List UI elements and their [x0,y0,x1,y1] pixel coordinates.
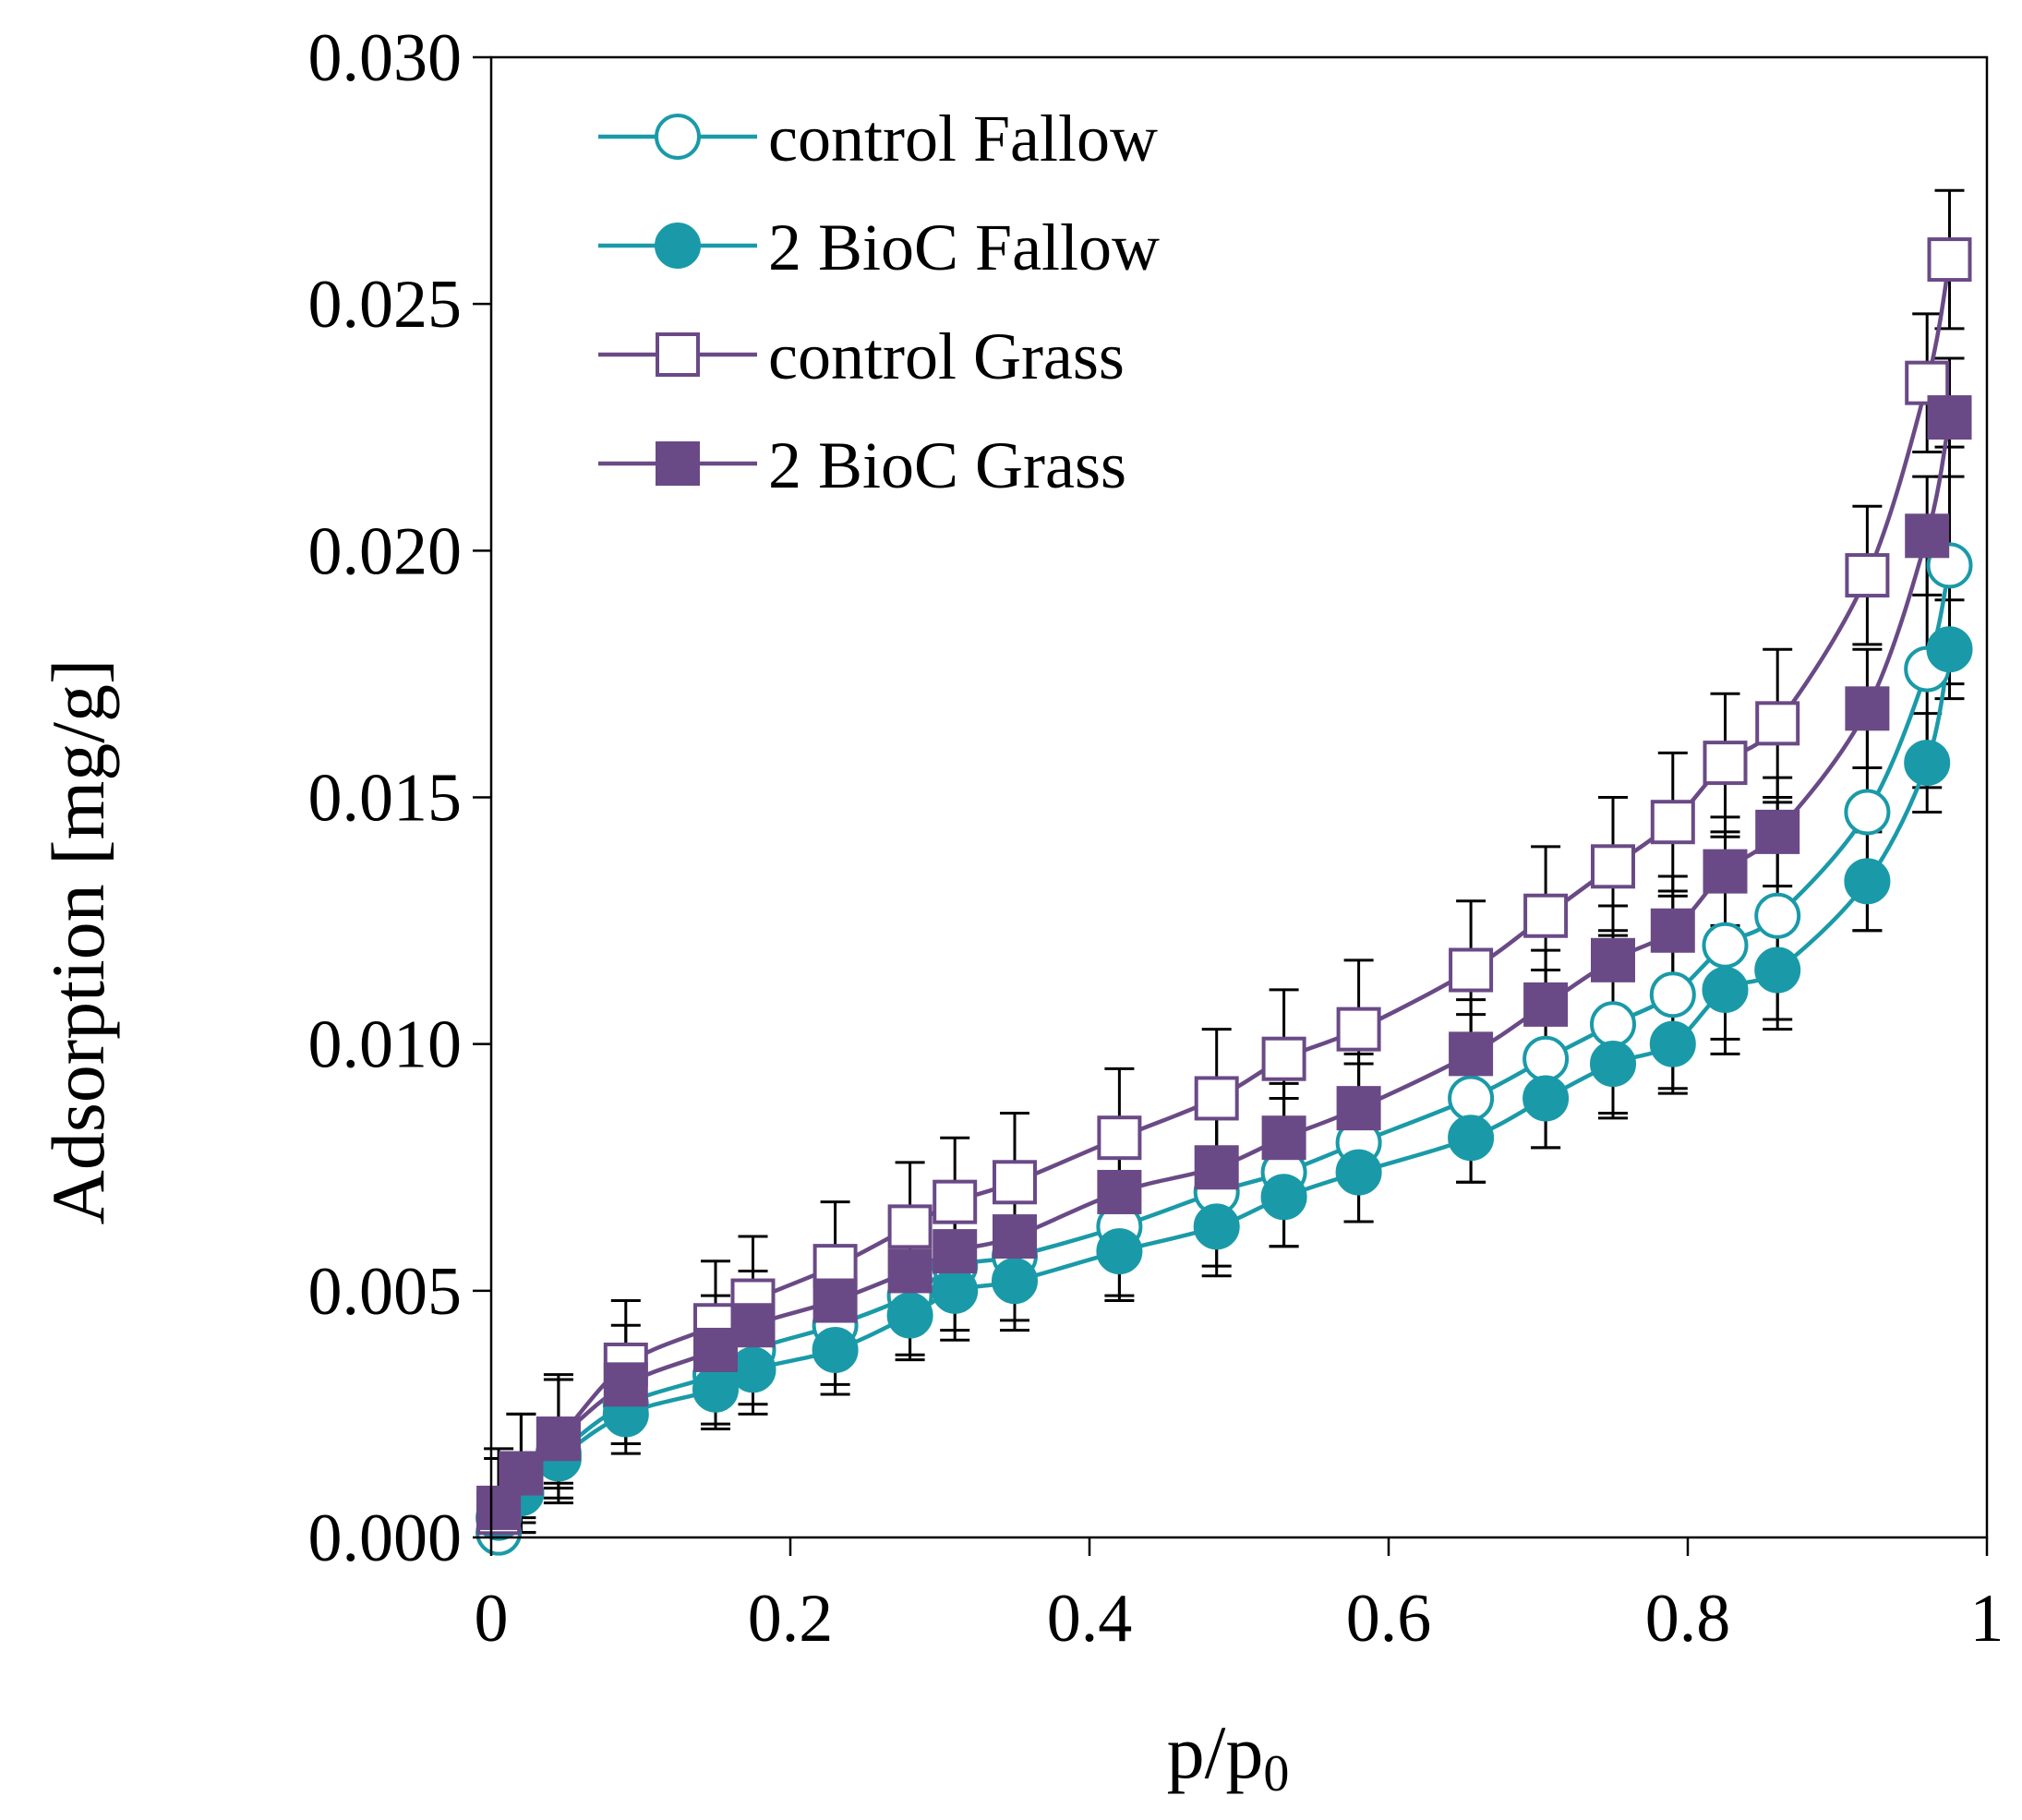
x-tick-label: 0.8 [1645,1581,1731,1657]
x-tick-label: 0.2 [748,1581,834,1657]
data-point-2-bioc-grass [1927,395,1972,440]
data-point-2-bioc-fallow [812,1326,859,1373]
data-point-2-bioc-fallow [1754,946,1801,994]
y-axis-title: Adsorption [mg/g] [36,659,120,1225]
data-point-control-grass [1097,1115,1142,1161]
data-point-2-bioc-grass [933,1229,978,1274]
data-point-control-grass [1650,800,1695,845]
legend-marker [655,114,701,160]
y-tick-label: 0.010 [308,1007,463,1083]
data-point-control-grass [1755,701,1800,746]
x-tick-label: 0.4 [1047,1581,1133,1657]
x-axis-title-subscript: 0 [1263,1745,1289,1802]
data-point-2-bioc-grass [693,1327,738,1372]
y-tick-label: 0.030 [308,20,463,96]
data-point-control-grass [993,1160,1037,1205]
data-point-2-bioc-grass [1755,809,1800,854]
data-point-2-bioc-fallow [1844,858,1891,905]
data-point-2-bioc-grass [1194,1145,1239,1190]
legend: control Fallow 2 BioC Fallow control Grass… [598,102,1160,502]
data-point-control-fallow [1702,922,1749,969]
data-point-2-bioc-grass [1097,1169,1142,1214]
data-point-2-bioc-grass [499,1451,544,1496]
data-point-2-bioc-fallow [1260,1174,1307,1221]
data-point-2-bioc-fallow [1523,1075,1570,1122]
legend-label: control Grass [768,319,1125,393]
data-point-2-bioc-grass [1591,937,1635,982]
y-tick-label: 0.025 [308,267,463,343]
data-point-2-bioc-fallow [992,1258,1038,1305]
data-point-control-fallow [1844,789,1891,836]
legend-label: 2 BioC Fallow [768,211,1160,284]
data-point-2-bioc-grass [993,1214,1037,1260]
data-point-2-bioc-grass [1523,982,1569,1027]
data-point-control-grass [1194,1076,1239,1121]
data-point-control-grass [1845,553,1890,598]
data-point-2-bioc-grass [536,1416,581,1462]
data-point-control-grass [1927,237,1972,283]
data-point-control-grass [1591,844,1635,889]
data-point-2-bioc-fallow [1904,740,1951,787]
data-point-2-bioc-grass [1261,1115,1306,1161]
data-point-2-bioc-fallow [1649,1020,1696,1067]
data-point-control-grass [1523,893,1569,938]
data-point-2-bioc-fallow [1926,626,1973,673]
data-point-2-bioc-grass [812,1278,858,1323]
legend-item: 2 BioC Grass [598,428,1126,502]
legend-item: 2 BioC Fallow [598,211,1160,284]
data-point-2-bioc-grass [1905,513,1950,559]
data-point-control-fallow [1754,892,1801,939]
axes-layer: 0.000 0.005 0.010 0.015 0.020 0.025 0.030 0 0.2 0… [308,20,2004,1657]
y-tick-label: 0.000 [308,1501,463,1576]
legend-item: control Grass [598,319,1125,393]
data-point-control-fallow [1590,1001,1636,1048]
data-point-control-grass [1261,1036,1306,1081]
x-tick-label: 0 [475,1581,509,1657]
data-point-2-bioc-fallow [1702,966,1749,1013]
legend-label: 2 BioC Grass [768,428,1126,502]
data-point-2-bioc-grass [1650,908,1695,953]
data-point-2-bioc-fallow [1096,1228,1143,1275]
data-point-control-fallow [1523,1035,1570,1082]
data-point-control-grass [1336,1006,1381,1052]
data-point-control-grass [887,1204,933,1249]
legend-label: control Fallow [768,102,1158,175]
x-tick-label: 0.6 [1346,1581,1432,1657]
legend-marker [656,441,700,486]
data-point-2-bioc-fallow [886,1292,933,1339]
data-point-control-fallow [1649,971,1696,1018]
data-point-2-bioc-fallow [729,1346,776,1393]
data-point-control-fallow [1448,1075,1495,1122]
data-point-2-bioc-fallow [1590,1041,1636,1088]
data-point-2-bioc-fallow [932,1267,979,1314]
markers-layer [475,237,1973,1556]
data-point-2-bioc-grass [1336,1086,1381,1131]
data-point-control-grass [1703,741,1748,786]
x-axis-title-main: p/p [1167,1710,1264,1794]
legend-item: control Fallow [598,102,1158,175]
data-point-2-bioc-grass [887,1248,933,1294]
data-point-control-grass [933,1179,978,1224]
data-point-2-bioc-fallow [1335,1149,1382,1196]
data-point-2-bioc-grass [730,1303,776,1348]
data-point-2-bioc-grass [603,1362,648,1407]
data-point-2-bioc-fallow [1448,1115,1495,1162]
x-tick-label: 1 [1970,1581,2004,1657]
x-axis-title: p/p0 [1167,1710,1290,1802]
y-tick-label: 0.020 [308,513,463,589]
data-point-2-bioc-grass [1703,849,1748,894]
data-point-control-grass [1449,947,1494,993]
data-point-2-bioc-fallow [1193,1203,1240,1250]
legend-marker [655,223,701,269]
data-point-2-bioc-grass [1449,1031,1494,1077]
y-tick-label: 0.005 [308,1254,463,1330]
y-tick-label: 0.015 [308,761,463,837]
legend-marker [656,332,700,377]
data-point-2-bioc-grass [1845,686,1890,731]
